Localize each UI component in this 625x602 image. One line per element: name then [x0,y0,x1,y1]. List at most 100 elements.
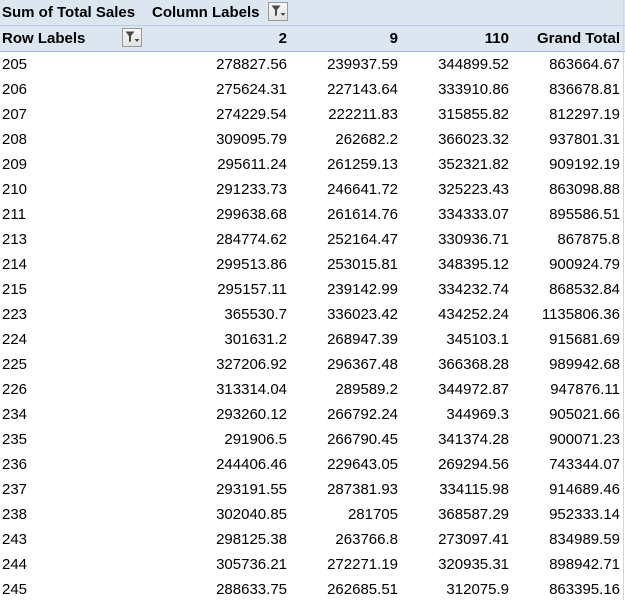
value-cell[interactable]: 299638.68 [216,206,287,223]
row-label[interactable]: 236 [2,456,28,473]
value-cell[interactable]: 288633.75 [216,581,287,598]
row-labels-header[interactable]: Row Labels [2,30,86,47]
value-cell[interactable]: 298125.38 [216,531,287,548]
value-cell[interactable]: 309095.79 [216,131,287,148]
row-label[interactable]: 244 [2,556,28,573]
grand-total-cell[interactable]: 909192.19 [549,156,620,173]
grand-total-cell[interactable]: 863395.16 [549,581,620,598]
grand-total-cell[interactable]: 952333.14 [549,506,620,523]
row-label[interactable]: 223 [2,306,28,323]
grand-total-cell[interactable]: 834989.59 [549,531,620,548]
value-cell[interactable]: 352321.82 [438,156,509,173]
row-label[interactable]: 238 [2,506,28,523]
grand-total-cell[interactable]: 895586.51 [549,206,620,223]
value-cell[interactable]: 344972.87 [438,381,509,398]
row-labels-filter-button[interactable] [122,28,142,47]
value-cell[interactable]: 261259.13 [327,156,398,173]
column-labels-header[interactable]: Column Labels [152,4,260,21]
column-header-9[interactable]: 9 [389,30,398,47]
value-cell[interactable]: 263766.8 [335,531,398,548]
grand-total-cell[interactable]: 812297.19 [549,106,620,123]
row-label[interactable]: 224 [2,331,28,348]
value-cell[interactable]: 253015.81 [327,256,398,273]
grand-total-cell[interactable]: 905021.66 [549,406,620,423]
value-cell[interactable]: 281705 [347,506,398,523]
grand-total-cell[interactable]: 743344.07 [549,456,620,473]
value-cell[interactable]: 293260.12 [216,406,287,423]
row-label[interactable]: 245 [2,581,28,598]
column-header-grand-total[interactable]: Grand Total [536,30,620,47]
value-cell[interactable]: 295157.11 [217,281,287,298]
row-label[interactable]: 209 [2,156,28,173]
value-cell[interactable]: 261614.76 [327,206,398,223]
value-cell[interactable]: 330936.71 [438,231,509,248]
grand-total-cell[interactable]: 868532.84 [549,281,620,298]
value-cell[interactable]: 296367.48 [327,356,398,373]
value-cell[interactable]: 252164.47 [327,231,398,248]
value-cell[interactable]: 348395.12 [438,256,509,273]
value-cell[interactable]: 334333.07 [438,206,509,223]
grand-total-cell[interactable]: 937801.31 [549,131,620,148]
grand-total-cell[interactable]: 863098.88 [549,181,620,198]
grand-total-cell[interactable]: 989942.68 [549,356,620,373]
value-cell[interactable]: 262682.2 [335,131,398,148]
value-cell[interactable]: 268947.39 [327,331,398,348]
value-cell[interactable]: 344899.52 [438,56,509,73]
value-cell[interactable]: 299513.86 [216,256,287,273]
pivot-value-field-title[interactable]: Sum of Total Sales [2,4,136,21]
value-cell[interactable]: 293191.55 [216,481,287,498]
value-cell[interactable]: 334115.98 [439,481,509,498]
value-cell[interactable]: 262685.51 [327,581,398,598]
row-label[interactable]: 210 [2,181,28,198]
value-cell[interactable]: 239937.59 [327,56,398,73]
value-cell[interactable]: 295611.24 [217,156,287,173]
grand-total-cell[interactable]: 900071.23 [549,431,620,448]
value-cell[interactable]: 272271.19 [327,556,398,573]
value-cell[interactable]: 305736.21 [216,556,287,573]
row-label[interactable]: 211 [2,206,26,223]
grand-total-cell[interactable]: 900924.79 [549,256,620,273]
value-cell[interactable]: 365530.7 [224,306,287,323]
value-cell[interactable]: 368587.29 [438,506,509,523]
value-cell[interactable]: 244406.46 [216,456,287,473]
value-cell[interactable]: 246641.72 [327,181,398,198]
value-cell[interactable]: 239142.99 [327,281,398,298]
grand-total-cell[interactable]: 836678.81 [549,81,620,98]
grand-total-cell[interactable]: 898942.71 [549,556,620,573]
value-cell[interactable]: 334232.74 [438,281,509,298]
grand-total-cell[interactable]: 915681.69 [549,331,620,348]
row-label[interactable]: 243 [2,531,28,548]
value-cell[interactable]: 327206.92 [216,356,287,373]
value-cell[interactable]: 284774.62 [216,231,287,248]
value-cell[interactable]: 291906.5 [224,431,287,448]
row-label[interactable]: 207 [2,106,28,123]
value-cell[interactable]: 344969.3 [446,406,509,423]
value-cell[interactable]: 320935.31 [438,556,509,573]
row-label[interactable]: 235 [2,431,28,448]
row-label[interactable]: 234 [2,406,28,423]
value-cell[interactable]: 273097.41 [438,531,509,548]
value-cell[interactable]: 291233.73 [216,181,287,198]
value-cell[interactable]: 333910.86 [438,81,509,98]
value-cell[interactable]: 287381.93 [327,481,398,498]
value-cell[interactable]: 266792.24 [327,406,398,423]
row-label[interactable]: 237 [2,481,28,498]
column-header-110[interactable]: 110 [484,30,509,47]
value-cell[interactable]: 227143.64 [327,81,398,98]
value-cell[interactable]: 301631.2 [224,331,287,348]
value-cell[interactable]: 302040.85 [216,506,287,523]
grand-total-cell[interactable]: 914689.46 [549,481,620,498]
value-cell[interactable]: 312075.9 [446,581,509,598]
row-label[interactable]: 206 [2,81,28,98]
value-cell[interactable]: 434252.24 [438,306,509,323]
value-cell[interactable]: 274229.54 [216,106,287,123]
column-header-2[interactable]: 2 [278,30,287,47]
column-labels-filter-button[interactable] [268,2,288,21]
value-cell[interactable]: 336023.42 [327,306,398,323]
row-label[interactable]: 208 [2,131,28,148]
row-label[interactable]: 226 [2,381,28,398]
grand-total-cell[interactable]: 867875.8 [557,231,620,248]
value-cell[interactable]: 275624.31 [216,81,287,98]
row-label[interactable]: 205 [2,56,28,73]
value-cell[interactable]: 278827.56 [216,56,287,73]
